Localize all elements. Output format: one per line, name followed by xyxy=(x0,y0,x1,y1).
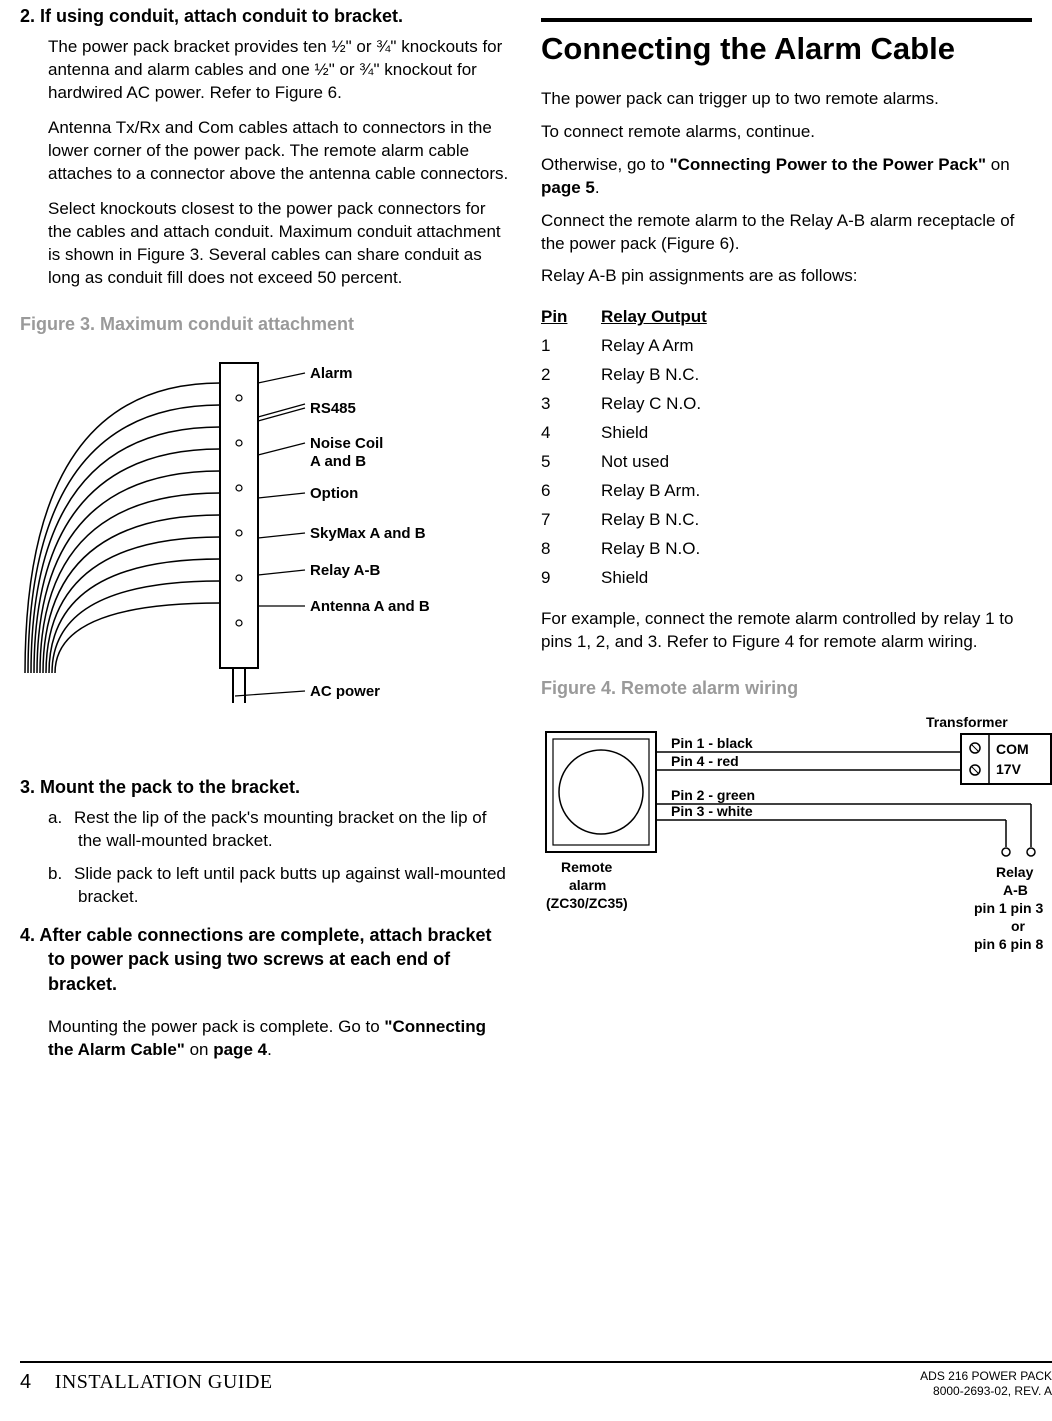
figure4-caption: Figure 4. Remote alarm wiring xyxy=(541,676,1032,700)
svg-text:AC power: AC power xyxy=(310,683,380,700)
svg-text:Remote: Remote xyxy=(561,859,613,875)
footer-doc-title: ADS 216 POWER PACK xyxy=(920,1369,1052,1384)
pin-number: 4 xyxy=(541,422,601,445)
closing-post: . xyxy=(267,1040,272,1059)
pin-output: Relay C N.O. xyxy=(601,393,1032,416)
pin-row: 4Shield xyxy=(541,422,1032,445)
right-p6: For example, connect the remote alarm co… xyxy=(541,608,1032,654)
step3-heading: 3. Mount the pack to the bracket. xyxy=(20,775,511,799)
section-title: Connecting the Alarm Cable xyxy=(541,18,1032,70)
svg-text:Pin 2 - green: Pin 2 - green xyxy=(671,787,755,803)
pin-output: Relay A Arm xyxy=(601,335,1032,358)
svg-text:or: or xyxy=(1011,918,1026,934)
footer-guide: INSTALLATION GUIDE xyxy=(55,1371,273,1393)
pin-row: 7Relay B N.C. xyxy=(541,509,1032,532)
figure3-caption: Figure 3. Maximum conduit attachment xyxy=(20,312,511,336)
svg-text:Noise Coil: Noise Coil xyxy=(310,435,383,452)
step3-item-b: b.Slide pack to left until pack butts up… xyxy=(48,863,511,909)
svg-text:Pin 1 - black: Pin 1 - black xyxy=(671,735,753,751)
pin-number: 1 xyxy=(541,335,601,358)
page-number: 4 xyxy=(20,1371,31,1393)
pin-row: 1Relay A Arm xyxy=(541,335,1032,358)
right-p3: Otherwise, go to "Connecting Power to th… xyxy=(541,154,1032,200)
figure3-diagram: Alarm RS485 Noise CoilA and B Option SkyMax … xyxy=(20,348,511,745)
svg-text:SkyMax A and B: SkyMax A and B xyxy=(310,525,426,542)
pin-row: 6Relay B Arm. xyxy=(541,480,1032,503)
p3-mid: on xyxy=(986,155,1010,174)
right-p4: Connect the remote alarm to the Relay A-… xyxy=(541,210,1032,256)
step2-heading: 2. If using conduit, attach conduit to b… xyxy=(20,4,511,28)
pin-output: Relay B Arm. xyxy=(601,480,1032,503)
pin-number: 7 xyxy=(541,509,601,532)
right-p2: To connect remote alarms, continue. xyxy=(541,121,1032,144)
step3-item-a: a.Rest the lip of the pack's mounting br… xyxy=(48,807,511,853)
svg-text:Relay A-B: Relay A-B xyxy=(310,562,380,579)
closing-para: Mounting the power pack is complete. Go … xyxy=(48,1016,511,1062)
closing-pre: Mounting the power pack is complete. Go … xyxy=(48,1017,384,1036)
closing-page: page 4 xyxy=(213,1040,267,1059)
svg-text:Antenna A and B: Antenna A and B xyxy=(310,598,430,615)
pin-row: 2Relay B N.C. xyxy=(541,364,1032,387)
svg-text:alarm: alarm xyxy=(569,877,606,893)
pin-output: Relay B N.O. xyxy=(601,538,1032,561)
pin-number: 8 xyxy=(541,538,601,561)
pin-number: 9 xyxy=(541,567,601,590)
step3-a-text: Rest the lip of the pack's mounting brac… xyxy=(74,808,486,850)
step4-heading: 4. After cable connections are complete,… xyxy=(20,923,511,996)
p3-post: . xyxy=(595,178,600,197)
pin-number: 2 xyxy=(541,364,601,387)
step2-para2: Antenna Tx/Rx and Com cables attach to c… xyxy=(48,117,511,186)
pin-output: Relay B N.C. xyxy=(601,364,1032,387)
p3-pre: Otherwise, go to xyxy=(541,155,670,174)
pin-row: 5Not used xyxy=(541,451,1032,474)
right-p5: Relay A-B pin assignments are as follows… xyxy=(541,265,1032,288)
pin-output: Not used xyxy=(601,451,1032,474)
svg-text:A and B: A and B xyxy=(310,453,366,470)
right-p1: The power pack can trigger up to two rem… xyxy=(541,88,1032,111)
svg-text:A-B: A-B xyxy=(1003,882,1028,898)
svg-text:COM: COM xyxy=(996,741,1029,757)
svg-text:pin 6 pin 8: pin 6 pin 8 xyxy=(974,936,1043,952)
svg-text:(ZC30/ZC35): (ZC30/ZC35) xyxy=(546,895,628,911)
pin-table: Pin Relay Output 1Relay A Arm2Relay B N.… xyxy=(541,306,1032,589)
step2-para1: The power pack bracket provides ten ½" o… xyxy=(48,36,511,105)
footer-doc-rev: 8000-2693-02, REV. A xyxy=(920,1384,1052,1399)
step2-para3: Select knockouts closest to the power pa… xyxy=(48,198,511,290)
svg-text:Transformer: Transformer xyxy=(926,714,1008,730)
step3-b-text: Slide pack to left until pack butts up a… xyxy=(74,864,506,906)
svg-text:Alarm: Alarm xyxy=(310,365,353,382)
svg-text:Relay: Relay xyxy=(996,864,1034,880)
pin-row: 8Relay B N.O. xyxy=(541,538,1032,561)
pin-header-pin: Pin xyxy=(541,306,601,329)
p3-link: "Connecting Power to the Power Pack" xyxy=(670,155,987,174)
closing-mid: on xyxy=(185,1040,213,1059)
svg-text:RS485: RS485 xyxy=(310,400,356,417)
p3-page: page 5 xyxy=(541,178,595,197)
svg-text:Pin 4 - red: Pin 4 - red xyxy=(671,753,739,769)
pin-number: 6 xyxy=(541,480,601,503)
pin-output: Shield xyxy=(601,422,1032,445)
pin-output: Relay B N.C. xyxy=(601,509,1032,532)
svg-text:17V: 17V xyxy=(996,761,1022,777)
page-footer: 4 INSTALLATION GUIDE ADS 216 POWER PACK … xyxy=(20,1361,1052,1399)
pin-number: 5 xyxy=(541,451,601,474)
svg-text:Pin 3 - white: Pin 3 - white xyxy=(671,803,753,819)
svg-text:pin 1 pin 3: pin 1 pin 3 xyxy=(974,900,1043,916)
pin-header-output: Relay Output xyxy=(601,306,1032,329)
figure4-diagram: Transformer COM 17V Pin 1 - black Pin 4 - re… xyxy=(541,712,1032,979)
pin-row: 9Shield xyxy=(541,567,1032,590)
svg-text:Option: Option xyxy=(310,485,358,502)
pin-row: 3Relay C N.O. xyxy=(541,393,1032,416)
pin-number: 3 xyxy=(541,393,601,416)
pin-output: Shield xyxy=(601,567,1032,590)
